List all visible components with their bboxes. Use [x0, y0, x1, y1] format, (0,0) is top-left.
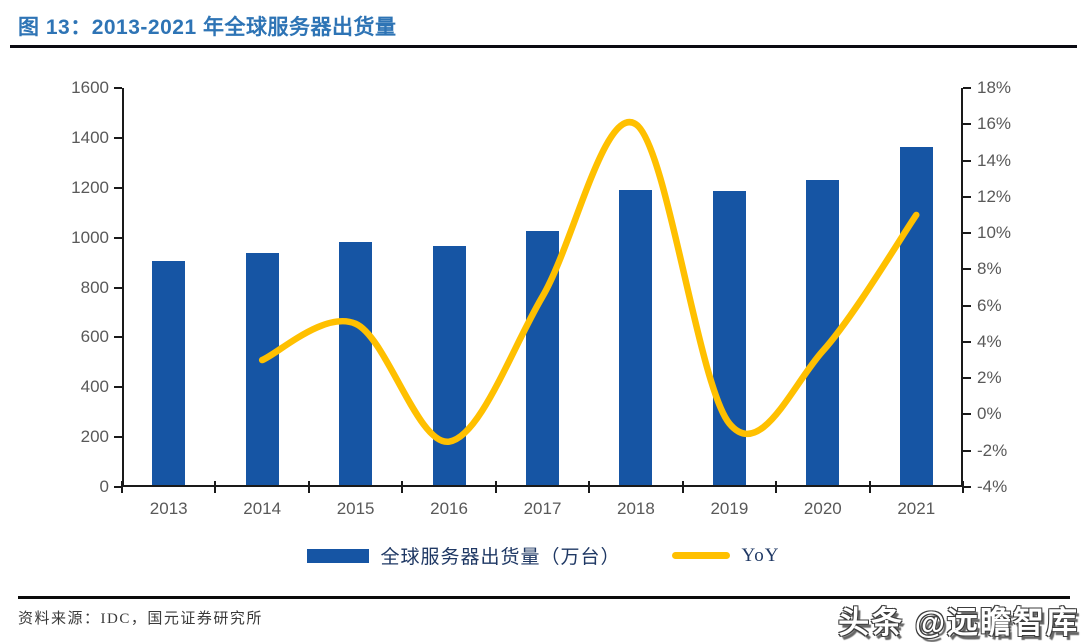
- title-divider: [10, 45, 1077, 48]
- right-axis-tick-label: 2%: [977, 368, 1002, 388]
- right-axis-tick-mark: [963, 87, 971, 89]
- x-axis-label: 2015: [336, 499, 375, 518]
- chart-legend: 全球服务器出货量（万台） YoY: [0, 542, 1087, 569]
- right-axis-tick-mark: [963, 377, 971, 380]
- left-axis-tick-label: 400: [80, 377, 109, 397]
- right-axis-tick-mark: [963, 159, 971, 162]
- legend-bar-swatch: [307, 548, 370, 563]
- x-axis-label: 2013: [149, 499, 188, 518]
- left-axis-tick-mark: [114, 186, 122, 189]
- bar-2016: [432, 245, 466, 485]
- x-axis-tick-mark: [494, 481, 497, 493]
- left-axis-tick-label: 1000: [71, 227, 109, 247]
- left-axis-tick-mark: [114, 236, 122, 239]
- right-axis-tick-label: 6%: [977, 295, 1002, 315]
- left-axis-tick-mark: [114, 136, 122, 139]
- bar-2018: [619, 189, 653, 485]
- right-axis-tick-label: 10%: [977, 223, 1012, 243]
- left-axis-tick-mark: [114, 286, 122, 289]
- left-axis-tick-label: 200: [80, 427, 109, 447]
- right-axis-tick-label: -2%: [977, 440, 1008, 460]
- right-axis-tick-label: 18%: [977, 78, 1012, 97]
- x-axis-label: 2020: [803, 499, 842, 518]
- x-axis-tick-mark: [868, 481, 871, 493]
- right-axis-tick-label: 4%: [977, 331, 1002, 351]
- left-axis-tick-mark: [114, 336, 122, 339]
- legend-bar-label: 全球服务器出货量（万台）: [380, 547, 621, 568]
- right-axis-tick-mark: [963, 123, 971, 126]
- x-axis-tick-mark: [681, 481, 684, 493]
- plot-area: [122, 88, 963, 487]
- legend-yoy-label: YoY: [741, 544, 780, 566]
- bar-2015: [339, 241, 373, 485]
- x-axis-label: 2019: [710, 499, 749, 518]
- x-axis-label: 2021: [897, 499, 936, 518]
- left-axis-tick-mark: [114, 436, 122, 439]
- right-axis-tick-label: 0%: [977, 404, 1002, 424]
- left-axis-tick-label: 1400: [71, 127, 109, 147]
- right-axis-tick-mark: [963, 195, 971, 198]
- x-axis-label: 2018: [617, 499, 655, 518]
- watermark: 头条 @远瞻智库: [838, 605, 1079, 640]
- legend-line-swatch: [672, 552, 731, 559]
- right-axis-tick-label: 12%: [977, 186, 1012, 206]
- x-axis-label: 2014: [243, 499, 282, 518]
- right-axis-tick-label: 8%: [977, 259, 1002, 279]
- bar-2021: [899, 147, 933, 485]
- right-axis-tick-mark: [963, 340, 971, 343]
- right-axis-tick-mark: [963, 486, 971, 488]
- bar-2013: [152, 260, 186, 485]
- left-axis-tick-label: 600: [80, 327, 109, 347]
- x-axis-label: 2017: [523, 499, 562, 518]
- x-axis-tick-mark: [962, 481, 964, 493]
- right-axis-tick-mark: [963, 413, 971, 416]
- source-divider: [18, 596, 1070, 599]
- figure-title: 图 13：2013-2021 年全球服务器出货量: [18, 16, 397, 39]
- x-axis-tick-mark: [307, 481, 310, 493]
- right-axis-tick-mark: [963, 304, 971, 307]
- x-axis-tick-mark: [588, 481, 591, 493]
- x-axis-tick-mark: [121, 481, 123, 493]
- right-axis-tick-mark: [963, 232, 971, 235]
- x-axis-label: 2016: [430, 499, 468, 518]
- left-axis-tick-label: 800: [80, 277, 109, 297]
- right-axis-tick-label: 14%: [977, 150, 1012, 170]
- source-note: 资料来源：IDC，国元证券研究所: [18, 611, 263, 627]
- bar-2019: [712, 190, 746, 485]
- legend-item-yoy: YoY: [672, 545, 779, 567]
- right-axis-tick-mark: [963, 268, 971, 271]
- left-axis-tick-label: 1200: [71, 177, 109, 197]
- x-axis-tick-mark: [775, 481, 778, 493]
- left-axis-tick-label: 1600: [71, 78, 109, 97]
- x-axis-tick-mark: [401, 481, 404, 493]
- left-axis-tick-mark: [114, 87, 122, 89]
- bar-2020: [806, 179, 840, 485]
- legend-item-shipments: 全球服务器出货量（万台）: [307, 542, 620, 569]
- bar-2014: [245, 253, 279, 485]
- left-axis-tick-mark: [114, 386, 122, 389]
- left-axis-tick-mark: [114, 486, 122, 488]
- bar-2017: [526, 230, 559, 485]
- left-axis-tick-label: 0: [99, 477, 109, 496]
- right-axis-tick-label: 16%: [977, 114, 1012, 134]
- x-axis-tick-mark: [214, 481, 217, 493]
- right-axis-tick-mark: [963, 449, 971, 452]
- right-axis-tick-label: -4%: [977, 477, 1008, 496]
